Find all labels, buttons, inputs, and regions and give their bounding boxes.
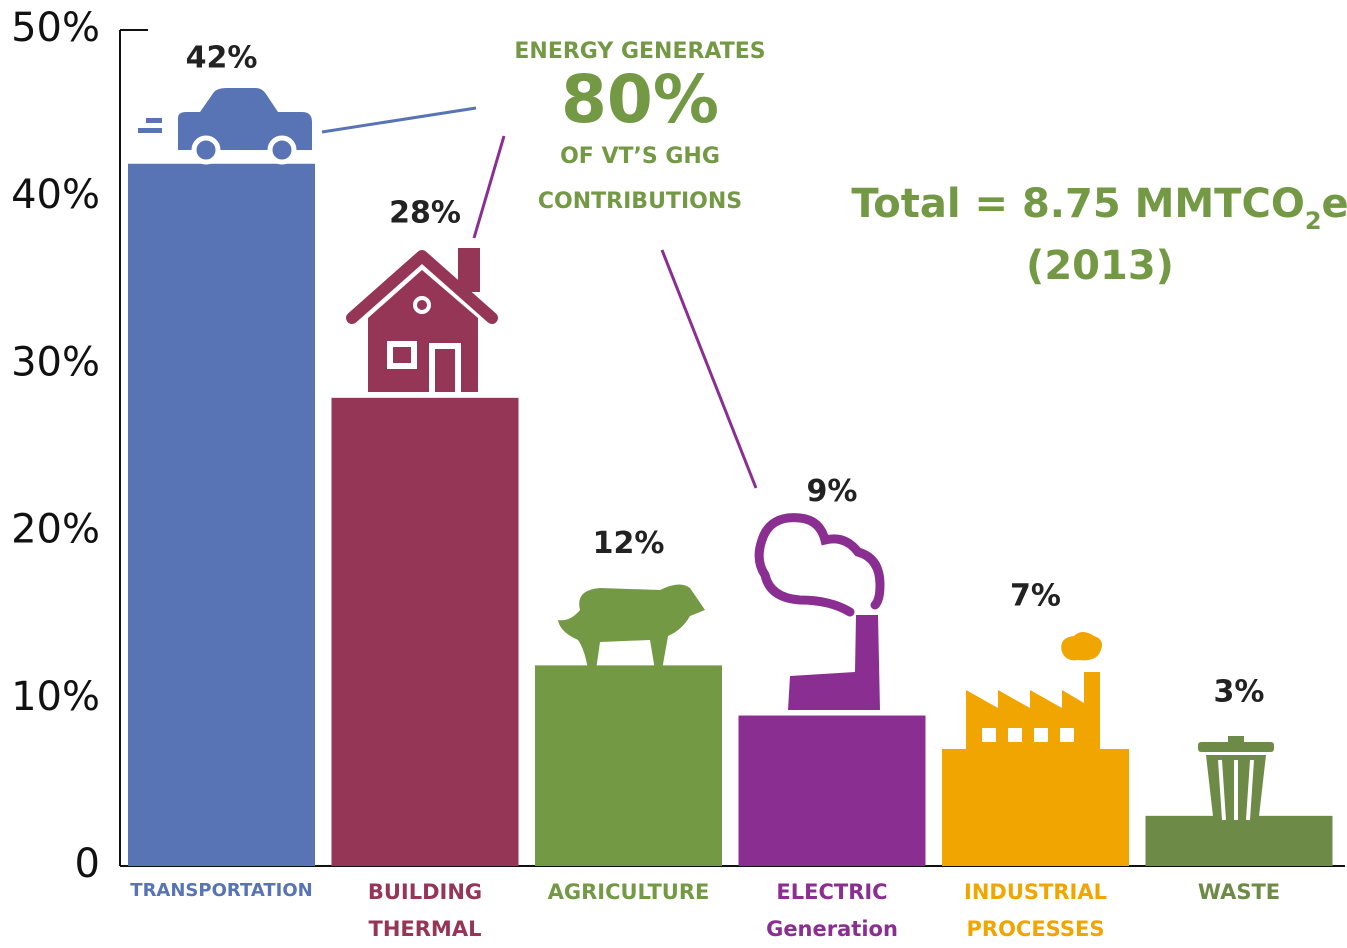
value-label: 9% bbox=[807, 474, 858, 509]
bar bbox=[331, 397, 519, 866]
car-icon bbox=[178, 88, 312, 150]
house-body bbox=[368, 270, 478, 392]
value-label: 3% bbox=[1214, 674, 1265, 709]
value-label: 12% bbox=[593, 526, 665, 561]
plant-icon bbox=[788, 615, 880, 710]
house-roof bbox=[346, 250, 498, 324]
bar bbox=[738, 715, 926, 866]
x-tick-label: TRANSPORTATION bbox=[130, 880, 313, 901]
connector bbox=[321, 106, 477, 134]
x-tick-label: WASTE bbox=[1197, 880, 1281, 904]
total-sub: 2 bbox=[1305, 207, 1322, 235]
annotation: CONTRIBUTIONS bbox=[538, 189, 742, 214]
icons bbox=[138, 88, 1274, 825]
y-tick-label: 0 bbox=[75, 841, 100, 887]
x-tick-label: INDUSTRIAL PROCESSES bbox=[964, 880, 1107, 941]
connector bbox=[660, 249, 758, 489]
bar bbox=[535, 665, 722, 866]
car-wheel bbox=[191, 135, 221, 165]
annotation: ENERGY GENERATES bbox=[514, 39, 765, 64]
x-tick-label: ELECTRIC Generation bbox=[766, 880, 898, 941]
annotation: OF VT’S GHG bbox=[560, 144, 720, 169]
value-label: 28% bbox=[389, 195, 461, 230]
total-year: (2013) bbox=[1026, 243, 1174, 289]
bin-stripes bbox=[1218, 759, 1254, 821]
cow-icon bbox=[558, 584, 705, 670]
y-tick-label: 40% bbox=[11, 172, 100, 218]
total-tail: e bbox=[1322, 181, 1347, 227]
smoke-icon bbox=[754, 513, 885, 617]
total: Total = 8.75 MMTCO2e bbox=[851, 181, 1347, 235]
y-tick-label: 30% bbox=[11, 339, 100, 385]
factory-windows bbox=[982, 728, 1074, 742]
bin-lid bbox=[1198, 742, 1274, 752]
bar bbox=[128, 163, 315, 866]
y-tick-label: 10% bbox=[11, 674, 100, 720]
bars bbox=[128, 163, 1333, 866]
value-label: 42% bbox=[186, 40, 258, 75]
car-speed bbox=[146, 118, 162, 123]
house-window bbox=[413, 296, 431, 314]
connectors bbox=[321, 106, 758, 489]
house-window bbox=[387, 341, 417, 369]
house-door bbox=[429, 343, 461, 392]
car-wheel bbox=[267, 135, 297, 165]
annotation-big: 80% bbox=[561, 61, 719, 138]
connector bbox=[472, 135, 506, 239]
bar bbox=[942, 748, 1129, 866]
factory-smoke bbox=[1061, 632, 1102, 661]
house-chimney bbox=[458, 248, 480, 292]
y-tick-label: 50% bbox=[11, 5, 100, 51]
y-tick-label: 20% bbox=[11, 507, 100, 553]
bin-handle bbox=[1228, 736, 1244, 744]
car-speed bbox=[138, 128, 162, 133]
x-tick-label: AGRICULTURE bbox=[547, 880, 710, 904]
total-main: Total = 8.75 MMTCO bbox=[851, 181, 1305, 227]
x-tick-label: BUILDING THERMAL bbox=[367, 880, 483, 941]
value-label: 7% bbox=[1010, 578, 1061, 613]
